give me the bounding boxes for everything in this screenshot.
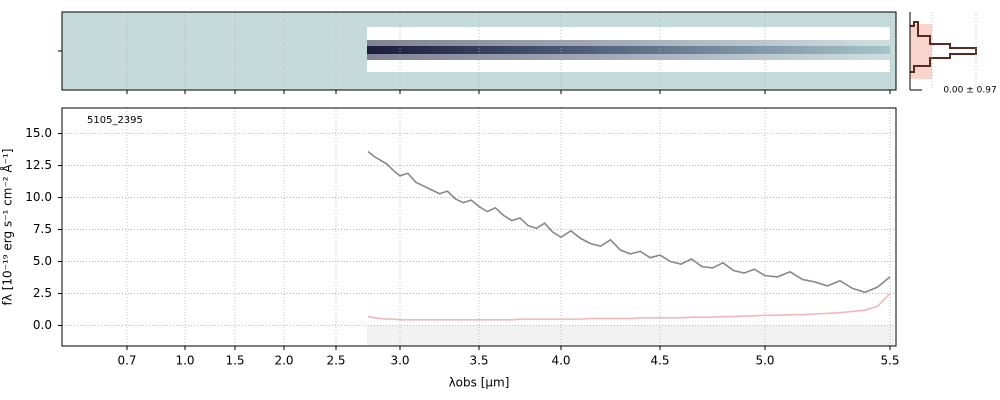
hist-label: 0.00 ± 0.97	[943, 86, 996, 96]
x-axis-label: λobs [μm]	[449, 376, 510, 390]
x-tick-label: 2.5	[326, 354, 345, 368]
x-tick-label: 5.0	[755, 354, 774, 368]
y-tick-label: 12.5	[25, 158, 52, 172]
spectrum-line	[367, 292, 891, 321]
annotation: 5105_2395	[87, 115, 143, 126]
x-tick-label: 1.0	[175, 354, 194, 368]
y-tick-label: 2.5	[33, 286, 52, 300]
zero-shade	[367, 325, 894, 346]
x-tick-label: 2.0	[274, 354, 293, 368]
y-tick-label: 10.0	[25, 190, 52, 204]
x-tick-label: 1.5	[225, 354, 244, 368]
x-tick-label: 5.5	[880, 354, 899, 368]
trace	[367, 46, 890, 54]
y-tick-label: 0.0	[33, 318, 52, 332]
y-tick-label: 5.0	[33, 254, 52, 268]
x-tick-label: 4.5	[650, 354, 669, 368]
x-tick-label: 0.7	[117, 354, 136, 368]
spectrum-line	[367, 150, 891, 294]
y-tick-label: 7.5	[33, 222, 52, 236]
x-tick-label: 3.5	[469, 354, 488, 368]
y-axis-label: fλ [10⁻¹⁹ erg s⁻¹ cm⁻² Å⁻¹]	[0, 149, 15, 306]
y-tick-label: 15.0	[25, 126, 52, 140]
hist-outline	[910, 21, 977, 73]
histogram-panel: 0.00 ± 0.97	[909, 12, 997, 96]
main-frame	[61, 107, 897, 347]
x-tick-label: 3.0	[390, 354, 409, 368]
x-tick-label: 4.0	[551, 354, 570, 368]
